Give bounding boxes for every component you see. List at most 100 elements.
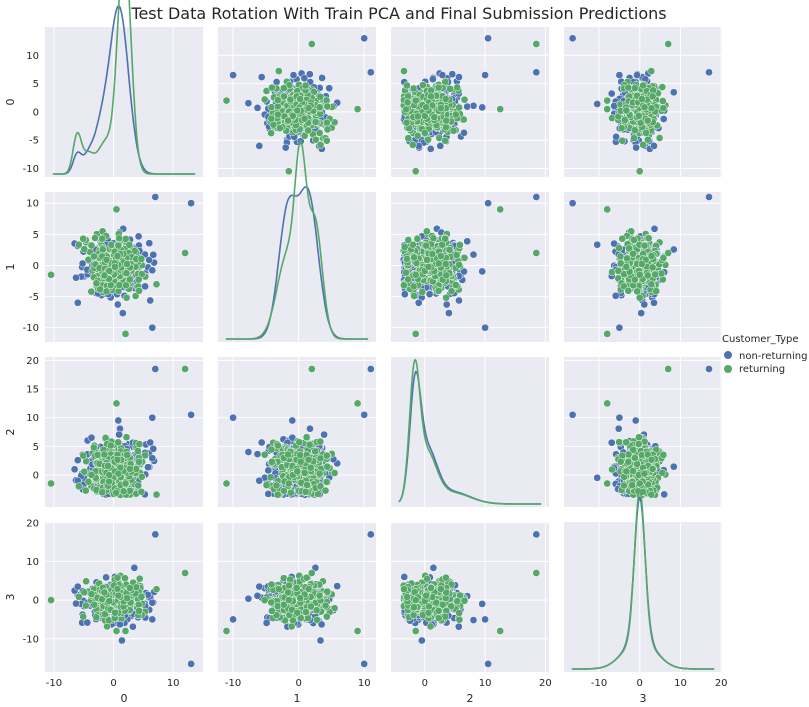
scatter-point-returning <box>93 450 102 459</box>
scatter-point-returning <box>81 486 90 495</box>
scatter-point-returning <box>532 40 541 48</box>
scatter-point-returning <box>293 106 302 115</box>
scatter-point-returning <box>643 271 652 280</box>
scatter-point-returning <box>135 286 143 295</box>
scatter-point-returning <box>87 471 96 479</box>
scatter-point-returning <box>427 92 435 101</box>
y-tick-label: 0 <box>33 261 39 272</box>
scatter-point-returning <box>403 81 411 90</box>
scatter-point-returning <box>315 469 324 478</box>
scatter-point-returning <box>74 482 83 491</box>
scatter-point-non-returning <box>244 448 253 456</box>
scatter-point-returning <box>647 490 656 499</box>
scatter-point-non-returning <box>532 68 541 77</box>
scatter-point-returning <box>268 457 276 466</box>
scatter-point-non-returning <box>484 34 492 43</box>
scatter-point-returning <box>434 286 443 295</box>
scatter-point-returning <box>651 270 659 279</box>
scatter-point-returning <box>647 252 656 260</box>
scatter-point-non-returning <box>650 224 659 233</box>
scatter-point-non-returning <box>669 462 678 471</box>
panel-2-1 <box>218 357 376 507</box>
scatter-point-returning <box>126 465 134 473</box>
scatter-point-returning <box>442 116 451 125</box>
scatter-point-returning <box>90 252 98 261</box>
scatter-point-returning <box>114 241 123 250</box>
scatter-point-non-returning <box>113 300 122 309</box>
scatter-point-returning <box>430 113 439 122</box>
scatter-point-returning <box>644 234 653 243</box>
scatter-point-returning <box>302 433 311 442</box>
scatter-point-returning <box>603 105 612 113</box>
scatter-point-returning <box>102 287 111 296</box>
scatter-point-returning <box>284 167 293 176</box>
scatter-point-returning <box>296 457 305 466</box>
scatter-point-non-returning <box>607 438 616 447</box>
scatter-point-returning <box>631 126 639 135</box>
scatter-point-non-returning <box>187 410 195 419</box>
scatter-point-non-returning <box>149 250 158 259</box>
scatter-point-returning <box>456 241 464 249</box>
scatter-point-returning <box>304 455 313 464</box>
scatter-point-non-returning <box>289 71 298 79</box>
scatter-point-returning <box>307 40 316 48</box>
scatter-point-returning <box>496 105 505 113</box>
scatter-point-returning <box>284 479 293 488</box>
scatter-point-returning <box>441 260 450 268</box>
y-tick-label: -10 <box>23 323 39 334</box>
scatter-point-returning <box>74 240 83 249</box>
scatter-point-non-returning <box>568 410 577 419</box>
scatter-point-non-returning <box>484 199 492 208</box>
scatter-point-returning <box>411 270 420 279</box>
scatter-point-returning <box>353 399 362 408</box>
scatter-point-non-returning <box>134 232 143 241</box>
scatter-point-non-returning <box>460 128 468 137</box>
scatter-point-non-returning <box>610 102 618 110</box>
scatter-point-returning <box>640 103 649 112</box>
scatter-point-non-returning <box>426 145 435 153</box>
scatter-point-non-returning <box>429 75 437 84</box>
y-tick-label: 5 <box>33 79 39 90</box>
scatter-point-returning <box>307 365 316 373</box>
scatter-point-returning <box>305 440 314 449</box>
scatter-point-non-returning <box>229 71 237 79</box>
scatter-point-returning <box>659 104 668 113</box>
scatter-point-non-returning <box>705 365 713 373</box>
y-tick-label: -10 <box>23 164 39 175</box>
scatter-point-returning <box>137 255 146 263</box>
scatter-point-returning <box>114 438 123 447</box>
scatter-point-non-returning <box>631 416 640 425</box>
scatter-point-non-returning <box>146 296 155 305</box>
scatter-point-returning <box>603 96 612 105</box>
scatter-point-returning <box>648 465 657 473</box>
scatter-point-non-returning <box>481 71 489 79</box>
scatter-point-returning <box>152 280 161 289</box>
scatter-point-non-returning <box>187 199 195 208</box>
panel-background <box>45 27 203 177</box>
scatter-point-returning <box>273 490 282 499</box>
scatter-point-returning <box>119 487 128 496</box>
scatter-point-non-returning <box>257 73 266 81</box>
scatter-point-returning <box>418 288 427 296</box>
scatter-point-returning <box>152 490 161 499</box>
scatter-point-returning <box>274 67 283 75</box>
scatter-point-returning <box>279 84 288 92</box>
scatter-point-returning <box>460 95 469 104</box>
scatter-point-returning <box>658 83 667 91</box>
scatter-point-returning <box>631 454 639 462</box>
scatter-point-non-returning <box>148 266 157 275</box>
scatter-point-non-returning <box>436 142 445 150</box>
panel-0-3 <box>564 27 722 177</box>
y-tick-label: 10 <box>26 199 39 210</box>
scatter-point-non-returning <box>73 298 82 307</box>
scatter-point-returning <box>311 447 320 456</box>
scatter-point-returning <box>123 260 131 268</box>
panel-1-2 <box>391 192 549 342</box>
scatter-point-returning <box>441 136 450 145</box>
scatter-point-returning <box>105 477 113 486</box>
scatter-point-non-returning <box>640 300 649 309</box>
scatter-point-returning <box>316 437 325 446</box>
scatter-point-returning <box>616 457 625 466</box>
